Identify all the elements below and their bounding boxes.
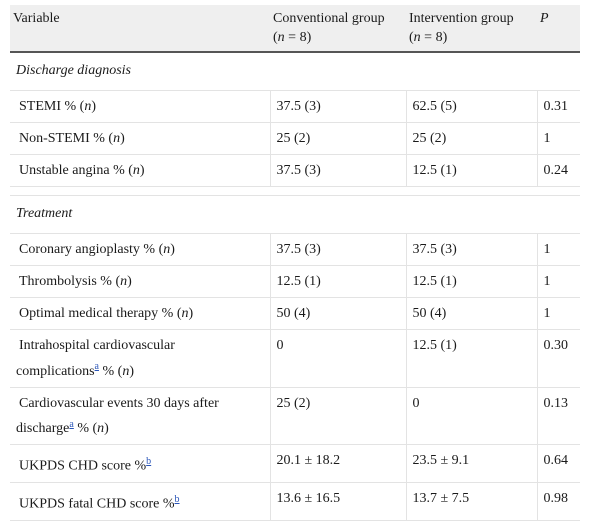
table-row: Intrahospital cardiovascular complication… [10, 329, 580, 388]
cell-p: 1 [536, 297, 580, 330]
footnote-link-a[interactable]: a [94, 361, 99, 372]
row-label: Non-STEMI % (n) [10, 122, 270, 155]
section-title: Discharge diagnosis [10, 52, 580, 91]
footnote-link-b[interactable]: b [146, 456, 152, 468]
footnote-link-a[interactable]: a [69, 418, 74, 430]
col-header-intervention: Intervention group (n = 8) [406, 5, 537, 53]
col-header-p: P [537, 5, 580, 53]
table-row: Cardiovascular events 30 days after disch… [10, 387, 580, 446]
cell-intervention: 50 (4) [405, 297, 537, 330]
cell-conventional: 25 (2) [269, 387, 406, 446]
row-label: Unstable angina % (n) [10, 154, 270, 187]
results-table: Variable Conventional group (n = 8) Inte… [10, 5, 580, 521]
table-row: Optimal medical therapy % (n) 50 (4) 50 … [10, 297, 580, 330]
table-row: Coronary angioplasty % (n) 37.5 (3) 37.5… [10, 233, 580, 266]
cell-intervention: 62.5 (5) [405, 90, 537, 123]
cell-intervention: 12.5 (1) [405, 329, 537, 388]
cell-p: 0.98 [536, 482, 580, 521]
row-label: Thrombolysis % (n) [10, 265, 270, 298]
section-spacer [10, 186, 580, 196]
cell-conventional: 37.5 (3) [269, 154, 406, 187]
cell-p: 0.64 [536, 444, 580, 483]
cell-conventional: 13.6 ± 16.5 [269, 482, 406, 521]
cell-p: 0.13 [536, 387, 580, 446]
cell-conventional: 12.5 (1) [269, 265, 406, 298]
cell-p: 0.31 [536, 90, 580, 123]
section-row-treatment: Treatment [10, 195, 580, 234]
row-label: STEMI % (n) [10, 90, 270, 123]
table-row: Non-STEMI % (n) 25 (2) 25 (2) 1 [10, 122, 580, 155]
row-label: Intrahospital cardiovascular complication… [10, 329, 270, 388]
cell-conventional: 0 [269, 329, 406, 388]
cell-p: 1 [536, 265, 580, 298]
cell-intervention: 37.5 (3) [405, 233, 537, 266]
cell-intervention: 23.5 ± 9.1 [405, 444, 537, 483]
cell-p: 1 [536, 122, 580, 155]
cell-conventional: 37.5 (3) [269, 233, 406, 266]
cell-conventional: 50 (4) [269, 297, 406, 330]
table-row: STEMI % (n) 37.5 (3) 62.5 (5) 0.31 [10, 90, 580, 123]
cell-intervention: 13.7 ± 7.5 [405, 482, 537, 521]
table-row: Thrombolysis % (n) 12.5 (1) 12.5 (1) 1 [10, 265, 580, 298]
row-label: Coronary angioplasty % (n) [10, 233, 270, 266]
cell-p: 0.24 [536, 154, 580, 187]
cell-intervention: 12.5 (1) [405, 154, 537, 187]
section-row-discharge: Discharge diagnosis [10, 52, 580, 91]
row-label: Optimal medical therapy % (n) [10, 297, 270, 330]
cell-intervention: 25 (2) [405, 122, 537, 155]
cell-conventional: 37.5 (3) [269, 90, 406, 123]
cell-conventional: 25 (2) [269, 122, 406, 155]
col-header-conventional: Conventional group (n = 8) [270, 5, 406, 53]
footnote-link-b[interactable]: b [174, 493, 180, 505]
cell-intervention: 0 [405, 387, 537, 446]
section-title: Treatment [10, 195, 580, 234]
cell-p: 0.30 [536, 329, 580, 388]
table-row: UKPDS fatal CHD score %b 13.6 ± 16.5 13.… [10, 482, 580, 521]
cell-intervention: 12.5 (1) [405, 265, 537, 298]
row-label: Cardiovascular events 30 days after disch… [10, 387, 270, 446]
table-row: UKPDS CHD score %b 20.1 ± 18.2 23.5 ± 9.… [10, 444, 580, 483]
header-row: Variable Conventional group (n = 8) Inte… [10, 5, 580, 53]
table-row: Unstable angina % (n) 37.5 (3) 12.5 (1) … [10, 154, 580, 187]
cell-p: 1 [536, 233, 580, 266]
col-header-variable: Variable [10, 5, 270, 53]
row-label: UKPDS fatal CHD score %b [10, 482, 270, 521]
row-label: UKPDS CHD score %b [10, 444, 270, 483]
cell-conventional: 20.1 ± 18.2 [269, 444, 406, 483]
